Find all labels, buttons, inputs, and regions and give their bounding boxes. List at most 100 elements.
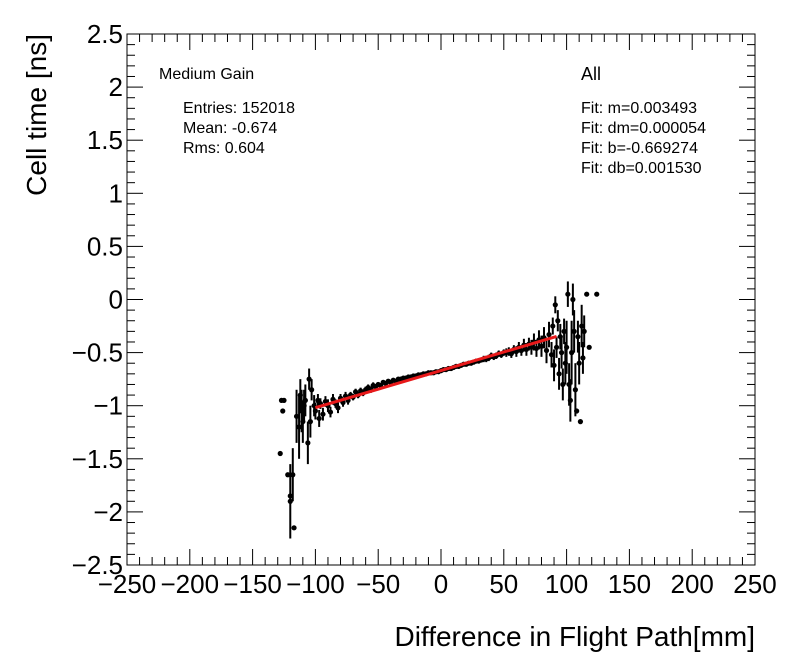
x-axis-title: Difference in Flight Path[mm] (394, 621, 755, 652)
data-point (312, 408, 318, 414)
data-point (557, 334, 563, 340)
data-point (586, 344, 592, 350)
stats-box: Medium Gain Entries: 152018 Mean: -0.674… (159, 66, 295, 157)
data-point (307, 419, 313, 425)
data-point (305, 440, 311, 446)
fit-dm: Fit: dm=0.000054 (581, 120, 706, 137)
data-point (569, 350, 575, 356)
data-point (567, 397, 573, 403)
data-point (280, 408, 286, 414)
data-point (572, 387, 578, 393)
y-tick-label: −2.5 (72, 550, 123, 580)
axis-ticks (126, 33, 756, 566)
data-point (316, 415, 322, 422)
data-point (309, 387, 315, 393)
x-tick-label: 100 (545, 569, 588, 599)
gain-label: Medium Gain (159, 66, 254, 83)
data-point (581, 328, 587, 334)
x-tick-label: −100 (286, 569, 345, 599)
y-tick-label: 2.5 (87, 19, 123, 49)
fit-line (314, 335, 557, 410)
data-point (564, 344, 570, 350)
data-point (548, 352, 555, 358)
fit-box-label: All (581, 64, 601, 84)
fit-box: All Fit: m=0.003493 Fit: dm=0.000054 Fit… (581, 64, 706, 177)
data-point (508, 351, 514, 357)
x-tick-label: 200 (671, 569, 714, 599)
data-point (538, 343, 545, 349)
data-point (291, 525, 297, 531)
fit-db: Fit: db=0.001530 (581, 160, 702, 177)
x-tick-label: −50 (356, 569, 400, 599)
data-point (290, 472, 296, 478)
x-tick-label: 50 (489, 569, 518, 599)
y-tick-label: −2 (93, 497, 123, 527)
data-point (281, 397, 287, 403)
data-point (327, 409, 334, 415)
data-point (287, 493, 293, 499)
data-point (556, 371, 562, 377)
data-point (528, 344, 535, 350)
stats-entries: Entries: 152018 (183, 100, 295, 117)
data-point (571, 328, 577, 334)
data-point (287, 498, 293, 504)
y-tick-label: 1.5 (87, 125, 123, 155)
y-axis-title: Cell time [ns] (21, 34, 52, 196)
data-point (298, 408, 305, 414)
fit-b: Fit: b=-0.669274 (581, 140, 698, 157)
data-point (552, 302, 558, 308)
fit-m: Fit: m=0.003493 (581, 100, 697, 117)
data-point (296, 424, 302, 430)
data-point (285, 472, 291, 478)
data-point (320, 411, 326, 417)
data-point (566, 381, 572, 388)
y-tick-label: 0.5 (87, 231, 123, 261)
data-point (533, 345, 540, 351)
data-point (565, 291, 571, 297)
y-tick-label: 1 (109, 178, 123, 208)
data-point (584, 291, 590, 297)
data-point (322, 398, 329, 405)
y-tick-label: −1 (93, 391, 123, 421)
data-point (300, 419, 306, 425)
stats-mean: Mean: -0.674 (183, 120, 277, 137)
data-point (553, 344, 560, 350)
data-point (302, 397, 308, 403)
data-point (297, 392, 303, 398)
data-point (562, 360, 568, 366)
y-tick-labels: −2.5 −2 −1.5 −1 −0.5 0 0.5 1 1.5 2 2.5 (72, 19, 123, 580)
x-tick-label: −150 (223, 569, 282, 599)
data-point (306, 376, 312, 382)
data-point (277, 450, 283, 457)
data-point (550, 323, 556, 329)
x-tick-label: 250 (733, 569, 776, 599)
data-point (555, 318, 561, 324)
y-tick-label: 2 (109, 72, 123, 102)
plot-area (126, 33, 756, 566)
data-point (576, 360, 582, 366)
data-point (523, 346, 530, 353)
data-point (293, 413, 300, 419)
x-tick-label: −250 (98, 569, 157, 599)
x-tick-labels: −250 −200 −150 −100 −50 0 50 100 150 200 250 (98, 569, 777, 599)
stats-rms: Rms: 0.604 (183, 140, 265, 157)
data-point (551, 362, 557, 368)
data-point (577, 419, 584, 425)
data-point (570, 296, 576, 303)
x-tick-label: 0 (434, 569, 448, 599)
data-point (335, 405, 341, 411)
x-tick-label: 150 (608, 569, 651, 599)
data-point (594, 291, 600, 297)
x-tick-label: −200 (161, 569, 220, 599)
data-point (543, 347, 550, 354)
data-point (580, 355, 586, 361)
data-point (561, 328, 567, 334)
data-point (579, 323, 585, 329)
y-tick-label: 0 (109, 285, 123, 315)
y-tick-label: −0.5 (72, 338, 123, 368)
data-point (574, 408, 580, 414)
y-tick-label: −1.5 (72, 444, 123, 474)
data-point (575, 334, 581, 340)
data-point (546, 331, 552, 338)
